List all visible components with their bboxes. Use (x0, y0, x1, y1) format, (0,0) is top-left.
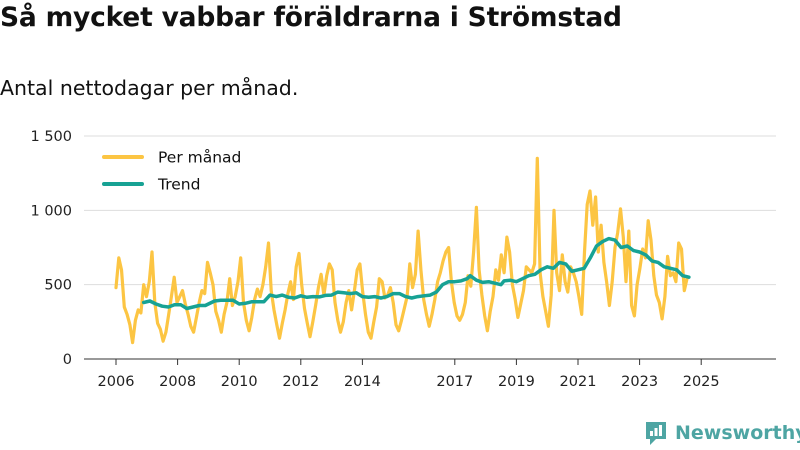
x-tick-label: 2017 (436, 374, 473, 390)
chart-subtitle: Antal nettodagar per månad. (0, 76, 299, 100)
y-tick-label: 1 000 (30, 203, 72, 219)
y-axis: 0 500 1 000 1 500 (30, 129, 72, 368)
chart-title: Så mycket vabbar föräldrarna i Strömstad (0, 2, 622, 33)
brand-name: Newsworthy (675, 422, 800, 444)
y-tick-label: 500 (44, 278, 72, 294)
x-tick-label: 2006 (98, 374, 135, 390)
legend-label: Trend (157, 176, 200, 194)
newsworthy-logo-icon (646, 422, 666, 445)
series-line-per-manad (114, 156, 689, 345)
x-tick-label: 2014 (344, 374, 381, 390)
y-tick-label: 1 500 (30, 129, 72, 145)
series-line-trend (141, 236, 691, 311)
legend: Per månad Trend (102, 149, 241, 194)
x-tick-label: 2008 (159, 374, 196, 390)
grid-layer (84, 135, 776, 286)
x-tick-label: 2021 (560, 374, 597, 390)
newsworthy-logo: Newsworthy (643, 420, 800, 446)
legend-label: Per månad (158, 149, 241, 167)
x-tick-label: 2019 (498, 374, 535, 390)
y-tick-label: 0 (63, 352, 72, 368)
x-tick-label: 2025 (683, 374, 720, 390)
x-tick-label: 2012 (282, 374, 319, 390)
x-tick-label: 2023 (621, 374, 658, 390)
x-axis: 2006 2008 2010 2012 2014 2017 2019 2021 2023 2025 (84, 358, 776, 390)
x-tick-label: 2010 (221, 374, 258, 390)
series-layer (114, 156, 691, 345)
